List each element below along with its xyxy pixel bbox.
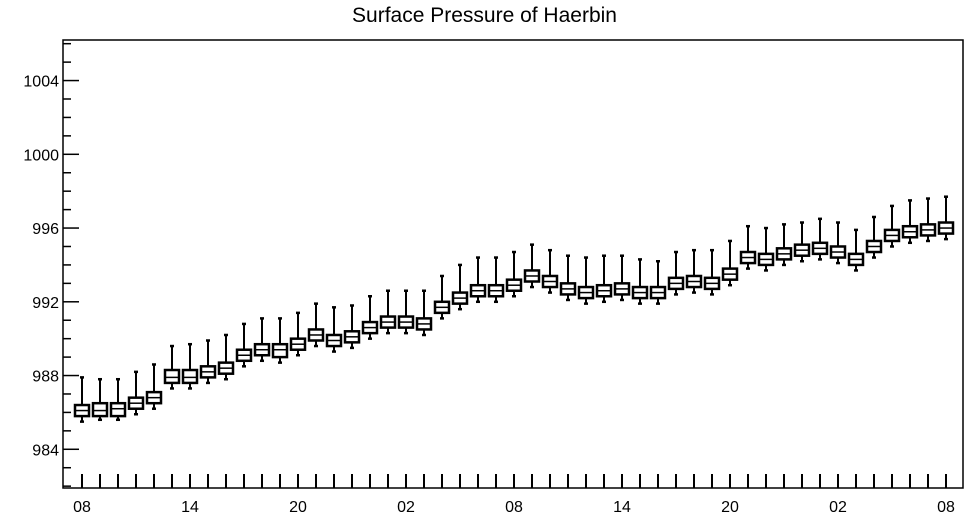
box bbox=[595, 254, 613, 304]
box bbox=[469, 256, 487, 304]
x-tick-label: 08 bbox=[73, 499, 91, 516]
box bbox=[613, 254, 631, 302]
box-series bbox=[73, 195, 955, 423]
box bbox=[487, 256, 505, 304]
box bbox=[667, 250, 685, 296]
box bbox=[451, 263, 469, 311]
box bbox=[883, 204, 901, 248]
box bbox=[127, 370, 145, 416]
x-tick-label: 08 bbox=[505, 499, 523, 516]
y-tick-label: 992 bbox=[32, 295, 59, 312]
box bbox=[289, 311, 307, 357]
y-tick-label: 988 bbox=[32, 369, 59, 386]
box bbox=[109, 377, 127, 422]
x-tick-label: 02 bbox=[397, 499, 415, 516]
box bbox=[145, 363, 163, 410]
x-tick-label: 14 bbox=[613, 499, 631, 516]
box bbox=[811, 217, 829, 261]
box bbox=[181, 342, 199, 390]
box bbox=[631, 258, 649, 305]
x-tick-label: 14 bbox=[181, 499, 199, 516]
box bbox=[829, 221, 847, 265]
box-body bbox=[181, 368, 199, 385]
x-tick-label: 20 bbox=[721, 499, 739, 516]
box bbox=[919, 197, 937, 243]
box bbox=[505, 250, 523, 298]
x-tick-label: 20 bbox=[289, 499, 307, 516]
box bbox=[253, 317, 271, 363]
box bbox=[235, 322, 253, 368]
box bbox=[703, 248, 721, 296]
box bbox=[721, 239, 739, 287]
box bbox=[361, 295, 379, 340]
box bbox=[199, 339, 217, 385]
x-tick-label: 02 bbox=[829, 499, 847, 516]
x-tick-label: 08 bbox=[937, 499, 955, 516]
box bbox=[649, 259, 667, 305]
y-tick-label: 1004 bbox=[23, 74, 59, 91]
box bbox=[523, 243, 541, 289]
box-body bbox=[271, 342, 289, 359]
box bbox=[325, 306, 343, 353]
box bbox=[739, 224, 757, 270]
box-body bbox=[109, 401, 127, 418]
box bbox=[415, 289, 433, 337]
box bbox=[307, 302, 325, 348]
box bbox=[541, 248, 559, 294]
box bbox=[397, 289, 415, 335]
box bbox=[91, 377, 109, 422]
box bbox=[577, 256, 595, 305]
box bbox=[757, 226, 775, 272]
box bbox=[793, 221, 811, 263]
y-tick-label: 996 bbox=[32, 221, 59, 238]
box-body bbox=[91, 401, 109, 418]
chart-title: Surface Pressure of Haerbin bbox=[352, 4, 617, 27]
box bbox=[271, 317, 289, 364]
box bbox=[865, 215, 883, 259]
box bbox=[73, 376, 91, 423]
box bbox=[847, 228, 865, 272]
x-axis: 08 14 20 02 08 14 20 02 08 bbox=[73, 474, 955, 516]
box bbox=[775, 223, 793, 267]
box bbox=[901, 199, 919, 245]
box-body bbox=[163, 368, 181, 385]
box bbox=[163, 344, 181, 390]
y-tick-label: 1000 bbox=[23, 147, 59, 164]
box bbox=[433, 274, 451, 320]
box bbox=[379, 289, 397, 335]
box bbox=[685, 248, 703, 294]
box bbox=[343, 304, 361, 350]
box bbox=[217, 333, 235, 381]
box bbox=[559, 254, 577, 302]
y-axis: 984 988 992 996 1000 1004 bbox=[23, 42, 79, 487]
box bbox=[937, 195, 955, 241]
y-tick-label: 984 bbox=[32, 442, 59, 459]
